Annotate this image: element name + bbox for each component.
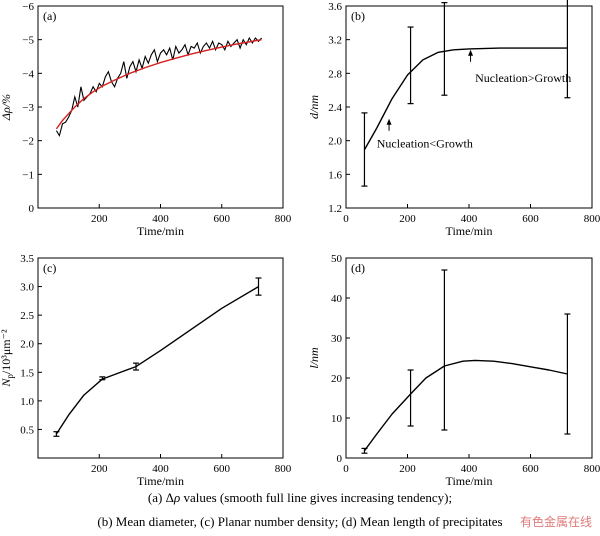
figure-caption-line2: (b) Mean diameter, (c) Planar number den… [0, 514, 600, 530]
y-tick-label: 2.4 [328, 102, 342, 114]
y-tick-label: 10 [331, 413, 343, 425]
x-tick-label: 600 [214, 213, 231, 225]
y-tick-label: 3.0 [20, 282, 34, 294]
y-tick-label: 1.0 [20, 396, 34, 408]
annotation-text: Nucleation<Growth [377, 136, 473, 150]
x-tick-label: 400 [152, 463, 169, 475]
y-tick-label: −4 [22, 68, 34, 80]
y-tick-label: 2.0 [20, 339, 34, 351]
panel-label: (a) [43, 9, 56, 23]
caption-line1-post: values (smooth full line gives increasin… [180, 490, 453, 505]
y-axis-label: l/nm [307, 347, 321, 369]
y-axis-label-subscript: p [5, 374, 15, 379]
x-tick-label: 800 [275, 213, 292, 225]
fit-curve [363, 47, 568, 151]
plot-frame [345, 5, 593, 209]
y-tick-label: 1.6 [328, 169, 342, 181]
fit-curve [363, 359, 568, 452]
panel-label: (b) [351, 9, 365, 23]
x-tick-label: 200 [91, 213, 108, 225]
y-axis-label: Δρ/% [0, 94, 13, 121]
plot-frame [345, 257, 593, 459]
y-tick-label: 3.2 [328, 35, 342, 47]
x-tick-label: 400 [152, 213, 169, 225]
x-axis-label: Time/min [137, 224, 184, 238]
series-line-measured [55, 36, 263, 138]
y-tick-label: −5 [22, 35, 34, 47]
error-bar [99, 376, 106, 381]
error-bar [407, 26, 414, 105]
error-bar [441, 2, 448, 96]
y-tick-label: 0.5 [20, 424, 34, 436]
x-tick-label: 200 [399, 213, 416, 225]
x-tick-label: 600 [522, 213, 539, 225]
y-tick-label: 0 [29, 203, 35, 215]
error-bar [133, 362, 139, 371]
watermark: 有色金属在线 [519, 515, 592, 529]
caption-line1-pre: (a) Δ [147, 490, 174, 505]
y-tick-label: −1 [22, 169, 34, 181]
x-tick-label: 800 [584, 213, 600, 225]
y-tick-label: 3.6 [328, 1, 342, 13]
y-tick-label: 3.5 [20, 253, 34, 265]
y-tick-label: 1.5 [20, 367, 34, 379]
error-bar [407, 369, 414, 427]
panel-a: 200 400 600 800 0 −1 −2 −3 −4 −5 −6 (a) Time/min Δρ/% [0, 1, 292, 238]
series-line-trend [55, 39, 262, 130]
x-tick-label: 200 [91, 463, 108, 475]
y-tick-label: 40 [331, 293, 343, 305]
panel-d: 0 200 400 600 800 0 10 20 30 40 50 (d) Time/min l/nm [307, 253, 600, 488]
error-bar [361, 447, 368, 454]
y-axis-label-symbol: N [0, 378, 13, 388]
y-tick-label: −3 [22, 102, 34, 114]
y-tick-label: −2 [22, 136, 34, 148]
x-tick-label: 800 [275, 463, 292, 475]
panel-label: (c) [43, 261, 56, 275]
panel-label: (d) [351, 261, 365, 275]
x-axis-label: Time/min [137, 474, 184, 488]
error-bar [255, 277, 262, 296]
fit-curve [55, 285, 259, 435]
caption-line2: (b) Mean diameter, (c) Planar number den… [97, 514, 503, 529]
error-bar [361, 112, 368, 187]
x-axis-label: Time/min [446, 474, 493, 488]
plot-frame [37, 257, 284, 459]
annotation-arrow-head [386, 118, 392, 125]
x-tick-label: 0 [343, 463, 349, 475]
y-axis-label: d/nm [307, 95, 321, 119]
figure-panels: 200 400 600 8000−1−2−3−4−5−6(a)Time/minΔρ/%… [0, 0, 600, 488]
error-bar [564, 313, 571, 435]
y-tick-label: 1.2 [328, 203, 342, 215]
x-tick-label: 400 [461, 463, 478, 475]
x-tick-label: 800 [584, 463, 600, 475]
caption-line1-rho: ρ [173, 490, 181, 505]
x-tick-label: 200 [399, 463, 416, 475]
y-tick-label: 50 [331, 253, 343, 265]
panel-c: 200 400 600 800 0.5 1.0 1.5 2.0 2.5 3.0 3.5 (c) Time… [0, 253, 292, 488]
y-tick-label: 2.5 [20, 310, 34, 322]
annotation-arrow-head [468, 49, 474, 56]
y-tick-label: 20 [331, 373, 343, 385]
x-tick-label: 600 [214, 463, 231, 475]
x-tick-label: 0 [343, 213, 349, 225]
y-tick-label: 2.8 [328, 68, 342, 80]
error-bar [53, 431, 60, 437]
annotation-text: Nucleation>Growth [475, 71, 571, 85]
error-bar [564, 0, 571, 99]
y-tick-label: 0 [337, 453, 343, 465]
y-tick-label: −6 [22, 1, 34, 13]
y-tick-label: 30 [331, 333, 343, 345]
figure-caption-line1: (a) Δρ values (smooth full line gives in… [0, 490, 600, 506]
panel-b: 0 200 400 600 800 1.2 1.6 2.0 2.4 2.8 3.2 3.6 (b) Tim… [307, 0, 600, 238]
y-axis-label: Np/10³μm⁻² [0, 329, 15, 388]
x-tick-label: 600 [522, 463, 539, 475]
error-bar [441, 269, 448, 431]
y-axis-label-unit: /10³μm⁻² [0, 329, 13, 374]
x-tick-label: 400 [461, 213, 478, 225]
y-tick-label: 2.0 [328, 136, 342, 148]
x-axis-label: Time/min [446, 224, 493, 238]
